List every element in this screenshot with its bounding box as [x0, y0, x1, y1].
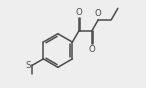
Text: O: O: [94, 9, 101, 18]
Text: O: O: [75, 8, 82, 17]
Text: S: S: [25, 61, 31, 70]
Text: O: O: [88, 45, 95, 54]
